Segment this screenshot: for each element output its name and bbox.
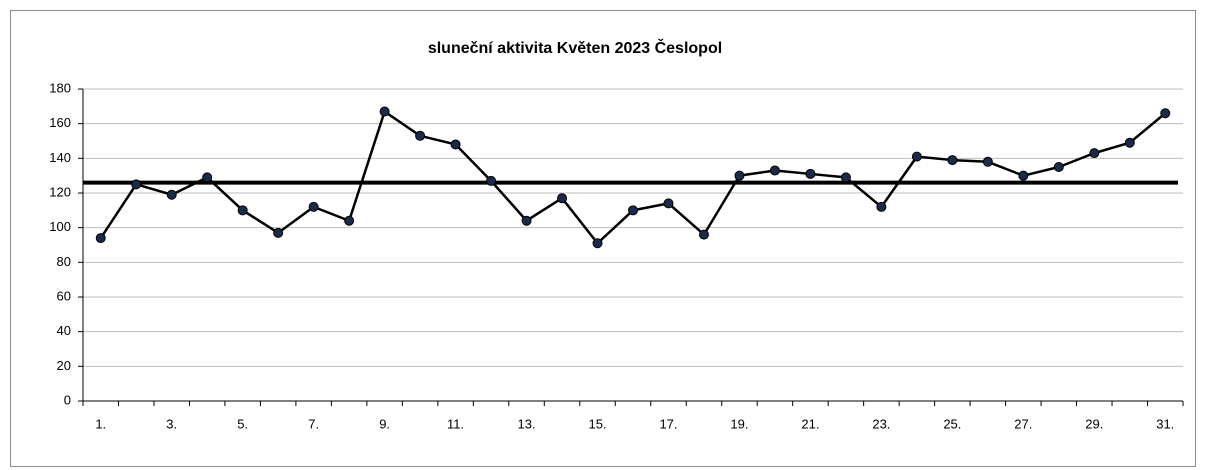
data-point	[379, 106, 390, 117]
data-point	[450, 139, 461, 150]
data-point	[1018, 170, 1029, 181]
data-point	[344, 215, 355, 226]
x-tick-label: 3.	[166, 416, 177, 431]
x-tick-label: 11.	[447, 416, 464, 431]
data-point	[521, 215, 532, 226]
data-point	[628, 205, 638, 216]
data-point	[911, 151, 922, 162]
x-tick-label: 23.	[872, 416, 890, 431]
data-point	[982, 156, 993, 167]
x-tick-label: 25.	[943, 416, 961, 431]
x-tick-label: 21.	[801, 416, 819, 431]
y-tick-label: 180	[49, 80, 71, 95]
x-tick-label: 7.	[308, 416, 319, 431]
data-point	[1053, 162, 1064, 172]
data-point	[876, 201, 887, 212]
x-tick-label: 31.	[1156, 416, 1174, 431]
data-point	[1160, 108, 1171, 119]
data-point	[131, 179, 142, 190]
x-tick-label: 5.	[237, 416, 248, 431]
x-tick-label: 27.	[1014, 416, 1032, 431]
data-point	[769, 165, 780, 176]
data-point	[734, 170, 745, 181]
data-point	[557, 193, 568, 204]
y-tick-label: 160	[49, 115, 71, 130]
y-tick-label: 140	[49, 150, 71, 165]
y-tick-label: 100	[49, 219, 71, 234]
data-point	[1124, 137, 1135, 148]
data-point	[947, 155, 958, 166]
y-tick-label: 0	[64, 392, 71, 407]
data-point	[308, 201, 319, 212]
data-point	[237, 205, 248, 216]
data-point	[486, 175, 497, 186]
y-tick-label: 40	[57, 323, 71, 338]
x-tick-label: 17.	[659, 416, 677, 431]
x-tick-label: 1.	[95, 416, 106, 431]
data-point	[1089, 148, 1100, 159]
y-tick-label: 20	[57, 358, 71, 373]
data-point	[95, 233, 106, 244]
y-tick-label: 120	[49, 184, 71, 199]
data-point	[166, 189, 177, 200]
x-tick-label: 13.	[518, 416, 536, 431]
data-point	[698, 229, 709, 240]
data-point	[840, 172, 851, 183]
data-point	[805, 168, 816, 179]
x-tick-label: 29.	[1085, 416, 1103, 431]
x-tick-label: 9.	[379, 416, 390, 431]
x-tick-label: 19.	[730, 416, 748, 431]
x-tick-label: 15.	[588, 416, 606, 431]
chart-title: sluneční aktivita Květen 2023 Česlopol	[428, 38, 722, 57]
data-point	[415, 130, 426, 141]
data-point	[273, 227, 284, 238]
y-tick-label: 60	[57, 288, 71, 303]
data-point	[592, 238, 603, 249]
data-point	[202, 172, 213, 183]
data-point	[663, 198, 674, 209]
y-tick-label: 80	[57, 254, 71, 269]
